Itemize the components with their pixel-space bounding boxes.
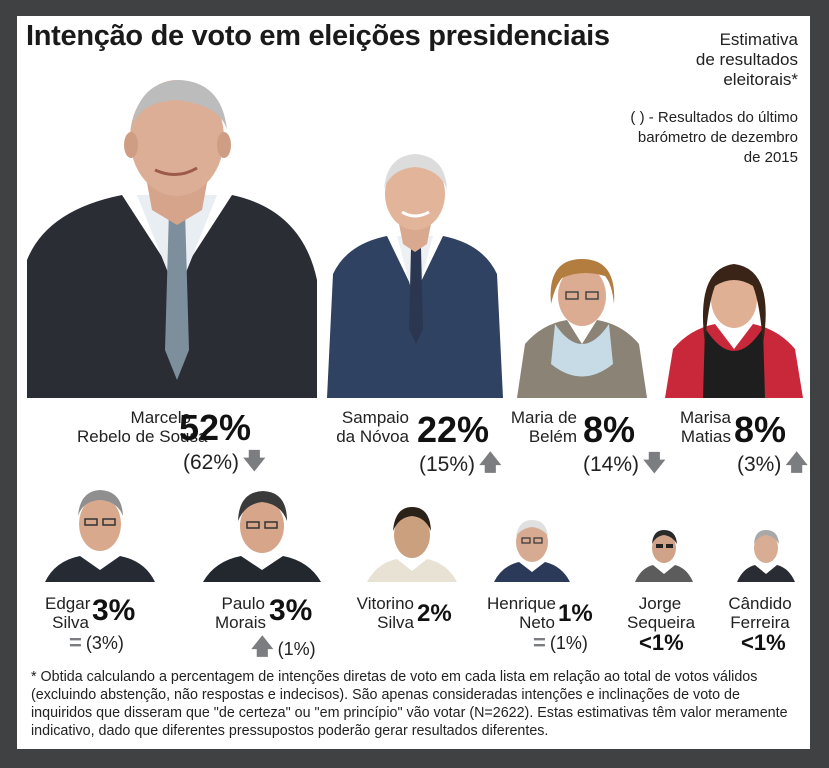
previous-note-line: ( ) - Resultados do último [630, 109, 798, 126]
estimate-note-line: de resultados [695, 50, 798, 69]
candidate-photo-marisa-matias [665, 254, 803, 398]
name-line: Belém [528, 427, 577, 446]
vote-percentage: 3% [92, 594, 136, 627]
previous-result: (15%) 🡅 [419, 446, 502, 484]
vote-percentage: 22% [417, 409, 490, 450]
previous-result: = (3%) [69, 630, 124, 656]
page-title: Intenção de voto em eleições presidencia… [26, 20, 610, 52]
candidate-name: Maria de Belém [495, 408, 577, 446]
name-line: Silva [377, 613, 414, 632]
previous-result: (62%) 🡇 [183, 444, 266, 482]
candidate-photo-marcelo [27, 60, 317, 398]
candidate-photo-jorge-sequeira [635, 524, 693, 582]
candidate-photo-candido-ferreira [737, 524, 795, 582]
name-line: Jorge [638, 594, 682, 613]
candidate-name: Cândido Ferreira [725, 594, 795, 632]
candidate-name: Henrique Neto [487, 594, 556, 632]
candidate-photo-paulo-morais [203, 486, 321, 582]
candidate-name: Marcelo Rebelo de Sousa [77, 408, 208, 446]
previous-results-note: ( ) - Resultados do último barómetro de … [598, 108, 798, 168]
previous-note-line: barómetro de dezembro [637, 129, 798, 146]
vote-percentage: <1% [639, 630, 684, 655]
previous-value: (14%) [583, 453, 640, 476]
name-line: Morais [215, 613, 267, 632]
vote-percentage: 8% [734, 409, 787, 450]
candidate-name: Marisa Matias [665, 408, 731, 446]
candidate-name: Edgar Silva [45, 594, 91, 632]
name-line: Neto [519, 613, 555, 632]
name-line: Cândido [728, 594, 792, 613]
previous-result: = (1%) [533, 630, 588, 656]
name-line: Sampaio [341, 408, 409, 427]
equal-icon: = [69, 630, 82, 655]
candidate-name: Vitorino Silva [354, 594, 414, 632]
vote-percentage: 2% [417, 600, 452, 627]
candidate-photo-maria-belem [517, 254, 647, 398]
name-line: da Nóvoa [336, 427, 409, 446]
candidate-name: Sampaio da Nóvoa [317, 408, 409, 446]
estimate-note-line: eleitorais* [723, 70, 798, 89]
candidate-name: Paulo Morais [215, 594, 267, 632]
arrow-up-icon: 🡅 [785, 450, 808, 475]
name-line: Matias [680, 427, 731, 446]
previous-result: 🡅 (1%) [251, 630, 316, 668]
footnote: * Obtida calculando a percentagem de int… [31, 669, 788, 739]
name-line: Marcelo [130, 408, 191, 427]
estimate-note-line: Estimativa [719, 30, 798, 49]
candidate-photo-henrique-neto [494, 516, 570, 582]
name-line: Rebelo de Sousa [77, 427, 208, 446]
arrow-down-icon: 🡇 [643, 450, 666, 475]
candidate-name: Jorge Sequeira [627, 594, 696, 632]
previous-value: (3%) [737, 453, 782, 476]
name-line: Sequeira [627, 613, 696, 632]
vote-percentage: 52% [179, 407, 252, 448]
previous-result: (14%) 🡇 [583, 446, 666, 484]
vote-percentage: 8% [583, 409, 636, 450]
previous-value: (1%) [277, 638, 316, 659]
equal-icon: = [533, 630, 546, 655]
name-line: Silva [52, 613, 89, 632]
arrow-down-icon: 🡇 [243, 448, 266, 473]
name-line: Marisa [679, 408, 731, 427]
previous-value: (3%) [85, 632, 124, 653]
name-line: Vitorino [356, 594, 414, 613]
previous-result: (3%) 🡅 [737, 446, 808, 484]
vote-percentage: 3% [269, 594, 313, 627]
name-line: Henrique [487, 594, 556, 613]
name-line: Paulo [221, 594, 265, 613]
arrow-up-icon: 🡅 [251, 634, 274, 659]
candidate-photo-vitorino-silva [367, 501, 457, 582]
name-line: Maria de [510, 408, 577, 427]
previous-value: (62%) [183, 451, 240, 474]
previous-value: (15%) [419, 453, 476, 476]
candidate-photo-edgar-silva [45, 486, 155, 582]
name-line: Ferreira [730, 613, 790, 632]
name-line: Edgar [45, 594, 91, 613]
previous-note-line: de 2015 [743, 149, 798, 166]
previous-value: (1%) [549, 632, 588, 653]
infographic-card: Intenção de voto em eleições presidencia… [17, 16, 810, 749]
vote-percentage: <1% [741, 630, 786, 655]
estimate-note: Estimativa de resultados eleitorais* [608, 30, 798, 90]
arrow-up-icon: 🡅 [479, 450, 502, 475]
candidate-photo-sampaio [327, 144, 503, 398]
vote-percentage: 1% [558, 600, 593, 627]
